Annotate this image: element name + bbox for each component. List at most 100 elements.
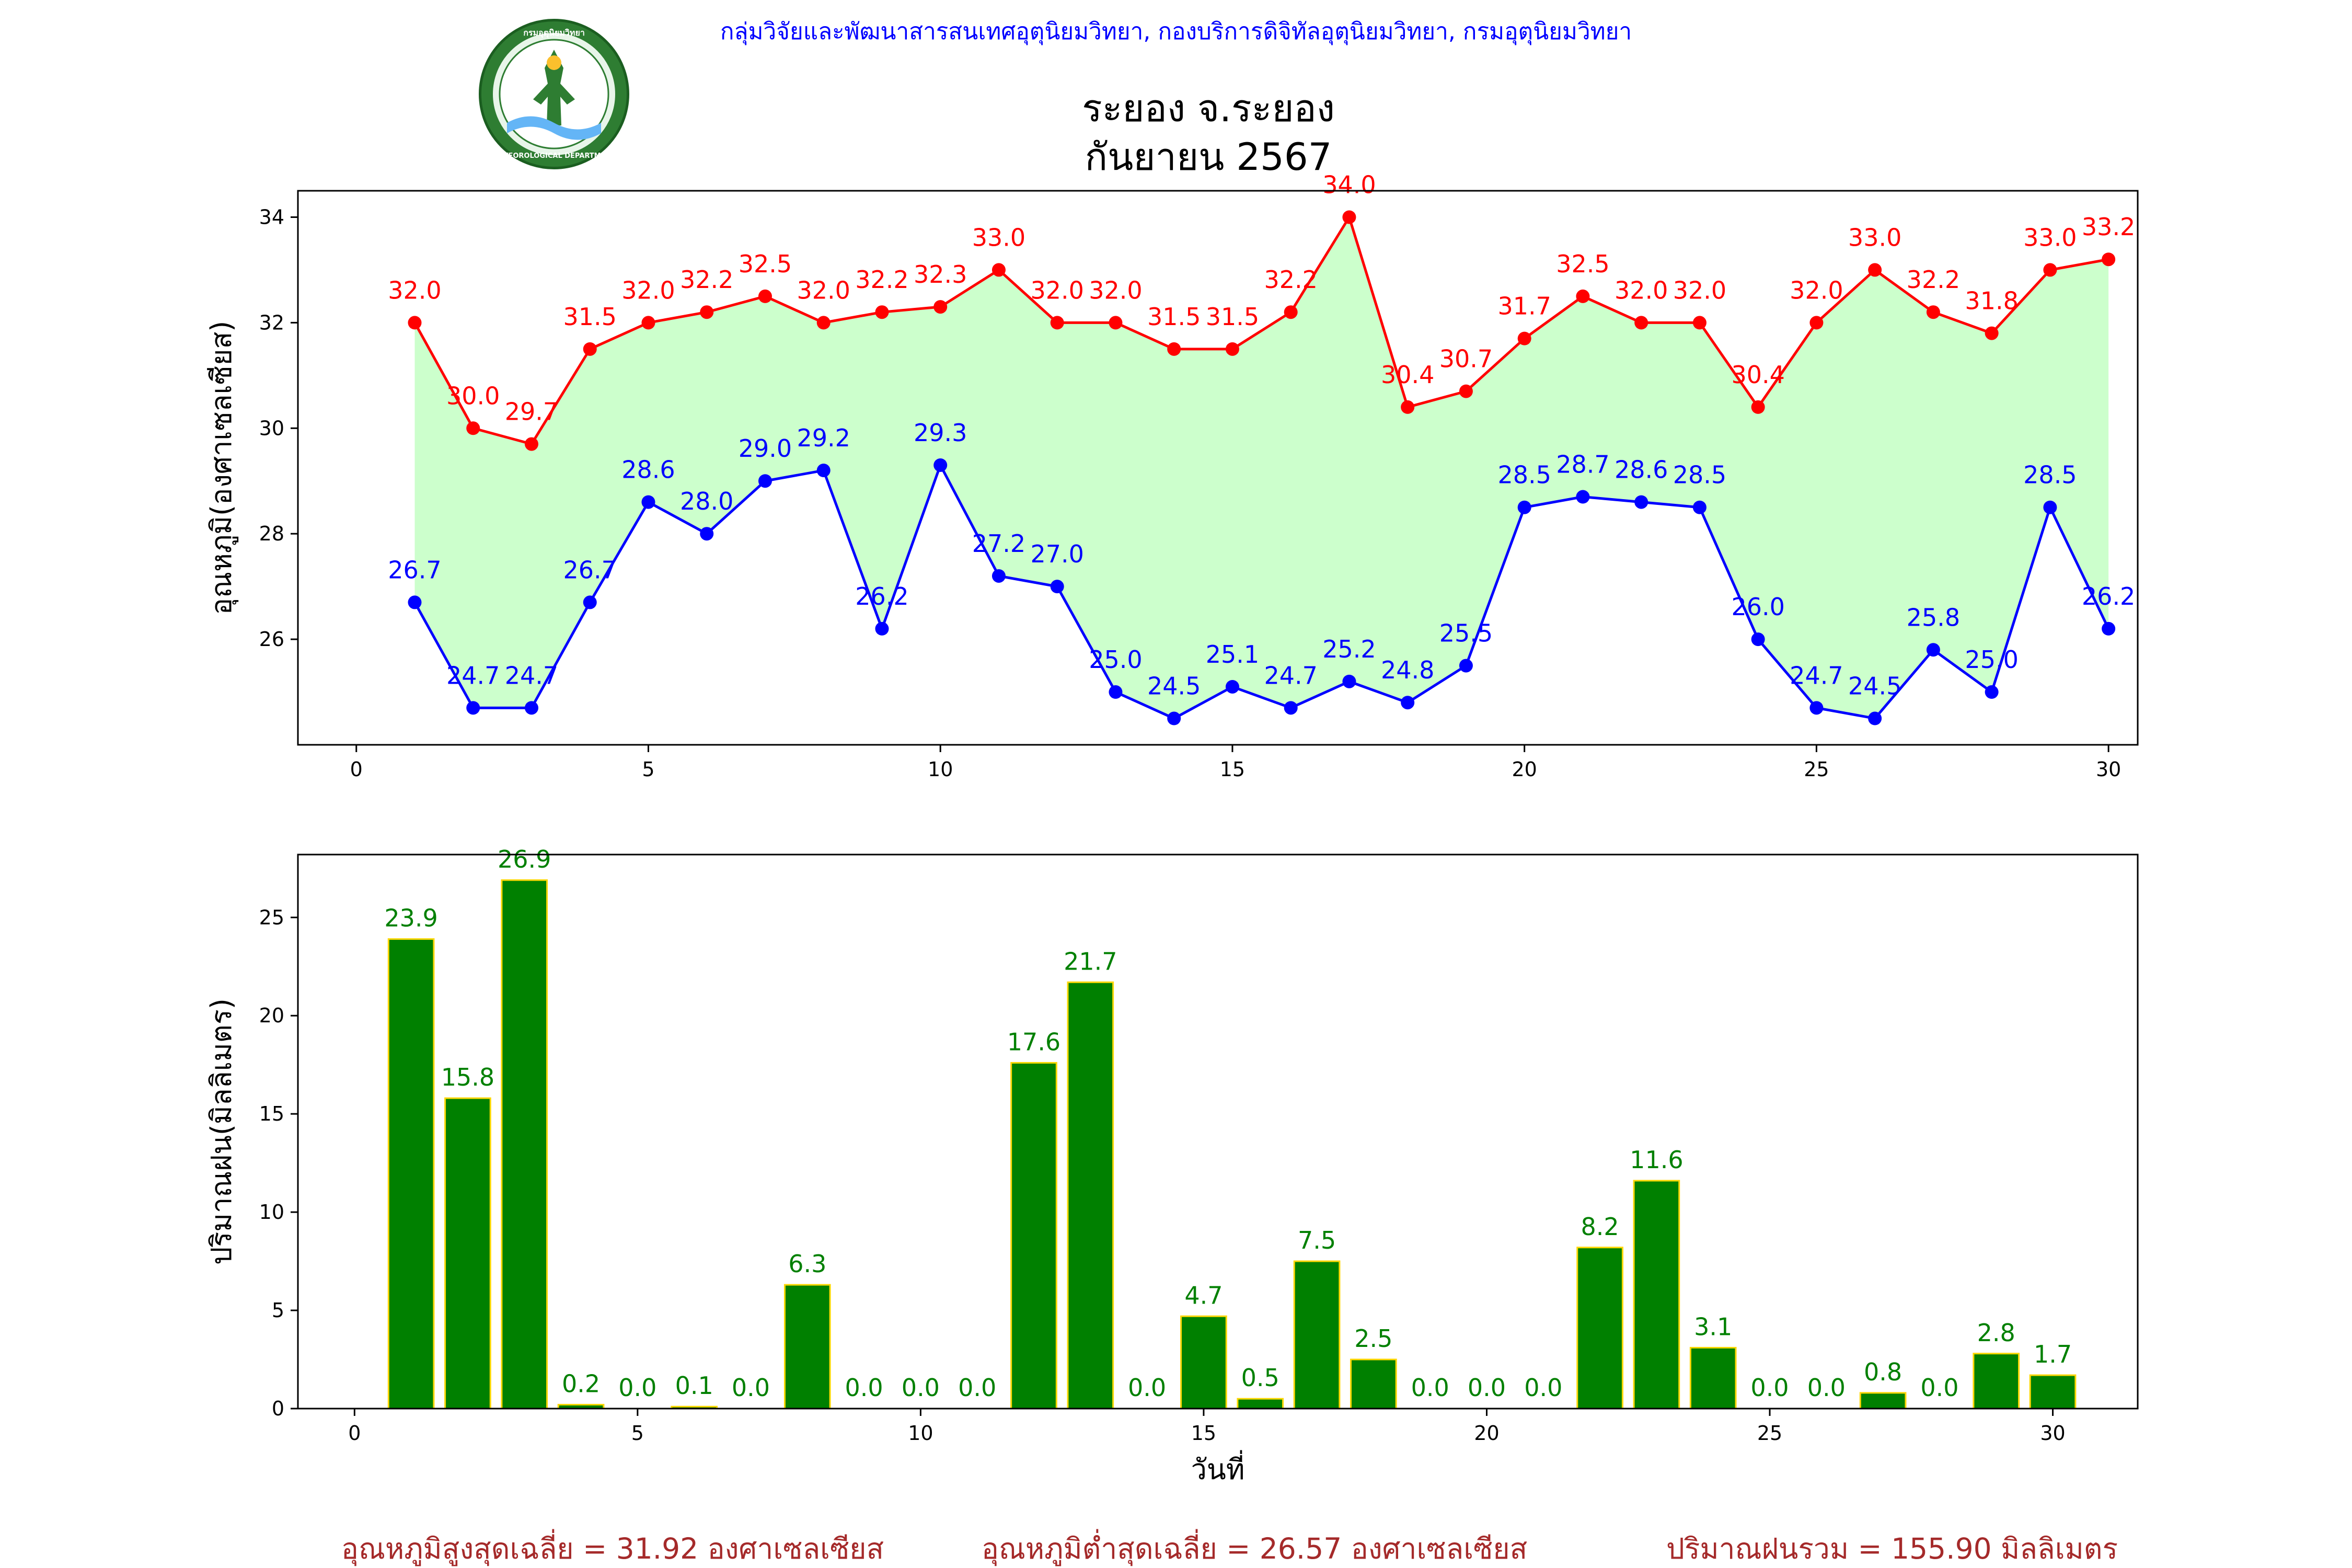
min-temp-data-label: 24.7	[446, 661, 500, 689]
rain-data-label: 0.0	[618, 1374, 656, 1402]
min-temp-data-label: 24.7	[1790, 661, 1843, 689]
rain-bar	[501, 879, 548, 1410]
max-temp-data-label: 34.0	[1322, 170, 1376, 199]
min-temp-point	[1342, 674, 1356, 688]
max-temp-data-label: 32.5	[1556, 250, 1609, 278]
min-temp-point	[1167, 711, 1181, 725]
max-temp-data-label: 31.5	[1206, 303, 1259, 331]
rain-bar	[1067, 981, 1114, 1410]
max-temp-point	[408, 316, 422, 330]
max-temp-point	[1459, 384, 1473, 398]
min-temp-data-label: 28.5	[2023, 461, 2077, 489]
min-temp-data-label: 28.7	[1556, 451, 1609, 479]
rainfall-plot-frame	[297, 854, 2139, 1410]
min-temp-point	[583, 595, 597, 609]
rain-data-label: 21.7	[1064, 947, 1117, 975]
min-temp-data-label: 29.3	[914, 419, 967, 447]
rain-data-label: 26.9	[498, 845, 551, 873]
max-temp-data-label: 32.0	[1790, 276, 1843, 304]
max-temp-data-label: 31.8	[1965, 287, 2018, 315]
rain-data-label: 2.5	[1354, 1324, 1392, 1353]
min-temp-point	[1692, 500, 1707, 514]
rain-data-label: 11.6	[1630, 1146, 1683, 1174]
rain-bar	[1350, 1358, 1397, 1410]
max-temp-point	[1050, 316, 1064, 330]
rainfall-chart: 0 5 10 15 20 25 30 0 5 10 15 20 25 ปริมาณฝน(มิลลิเมตร…	[205, 845, 2139, 1486]
max-temp-data-label: 32.2	[1907, 266, 1960, 294]
rain-data-label: 0.0	[1411, 1374, 1449, 1402]
max-temp-point	[1868, 263, 1882, 277]
min-temp-data-label: 25.0	[1965, 645, 2018, 674]
min-temp-point	[2043, 500, 2057, 514]
max-temp-point	[816, 316, 831, 330]
rain-bar	[1237, 1398, 1284, 1410]
rain-data-label: 0.0	[1468, 1374, 1506, 1402]
rain-data-label: 23.9	[384, 904, 437, 932]
y-tick-label: 34	[259, 205, 284, 228]
rain-bar	[1973, 1353, 2020, 1410]
max-temp-point	[758, 289, 772, 303]
summary-total-rain: ปริมาณฝนรวม = 155.90 มิลลิเมตร	[1666, 1532, 2118, 1565]
min-temp-point	[2102, 621, 2116, 636]
max-temp-data-label: 30.0	[446, 382, 500, 410]
min-temp-data-label: 26.2	[855, 582, 908, 610]
min-temp-data-label: 27.2	[972, 529, 1025, 558]
rain-bar	[1859, 1392, 1907, 1410]
summary-avg-min: อุณหภูมิต่ำสุดเฉลี่ย = 26.57 องศาเซลเซีย…	[982, 1529, 1527, 1566]
max-temp-data-label: 30.7	[1439, 345, 1493, 373]
max-temp-data-label: 32.0	[1089, 276, 1142, 304]
min-temp-point	[524, 701, 538, 715]
min-temp-point	[1401, 696, 1415, 710]
min-temp-data-label: 24.7	[505, 661, 558, 689]
rain-bar	[1576, 1247, 1623, 1410]
max-temp-data-label: 32.0	[1030, 276, 1083, 304]
max-temp-data-label: 32.5	[739, 250, 792, 278]
x-tick-label: 25	[1757, 1422, 1782, 1445]
y-axis-label: อุณหภูมิ(องศาเซลเซียส)	[205, 321, 239, 615]
min-temp-point	[1050, 580, 1064, 594]
max-temp-point	[1225, 342, 1239, 356]
min-temp-data-label: 26.7	[388, 556, 441, 584]
min-temp-point	[1926, 643, 1940, 657]
min-temp-point	[758, 474, 772, 488]
max-temp-data-label: 32.0	[388, 276, 441, 304]
min-temp-data-label: 25.2	[1322, 635, 1376, 663]
min-temp-data-label: 26.2	[2082, 582, 2135, 610]
min-temp-data-label: 29.2	[797, 424, 850, 452]
max-temp-data-label: 29.7	[505, 398, 558, 426]
min-temp-point	[641, 495, 655, 509]
rain-data-label: 15.8	[441, 1063, 494, 1091]
x-tick-label: 30	[2096, 758, 2121, 781]
min-temp-point	[1809, 701, 1824, 715]
temperature-chart: 0 5 10 15 20 25 30 26 28 30 32 34 อุณหภูมิ(องศาเซลเซ…	[205, 170, 2139, 781]
max-temp-data-label: 31.5	[563, 303, 617, 331]
rain-bar	[1293, 1260, 1341, 1410]
y-tick-label: 32	[259, 311, 284, 334]
rain-data-label: 17.6	[1007, 1028, 1060, 1056]
min-temp-point	[1634, 495, 1648, 509]
rain-bar	[444, 1097, 491, 1410]
x-tick-label: 25	[1804, 758, 1829, 781]
max-temp-point	[700, 305, 714, 319]
min-temp-point	[816, 464, 831, 478]
min-temp-data-label: 28.6	[1615, 456, 1668, 484]
max-temp-data-label: 33.0	[972, 223, 1025, 251]
max-temp-point	[933, 300, 948, 314]
rain-bar	[387, 938, 435, 1410]
max-temp-data-label: 32.2	[855, 266, 908, 294]
rain-bar	[783, 1284, 831, 1410]
rain-data-label: 2.8	[1977, 1319, 2015, 1347]
x-tick-label: 20	[1512, 758, 1537, 781]
rain-data-label: 0.0	[1807, 1374, 1846, 1402]
min-temp-point	[1284, 701, 1298, 715]
max-temp-point	[583, 342, 597, 356]
max-temp-data-label: 32.0	[1673, 276, 1726, 304]
x-tick-label: 5	[642, 758, 654, 781]
min-temp-point	[700, 527, 714, 541]
min-temp-point	[1459, 659, 1473, 673]
rain-bar	[1689, 1346, 1737, 1410]
y-axis-label: ปริมาณฝน(มิลลิเมตร)	[205, 998, 238, 1265]
y-tick-label: 30	[259, 417, 284, 440]
max-temp-line	[413, 214, 2109, 446]
